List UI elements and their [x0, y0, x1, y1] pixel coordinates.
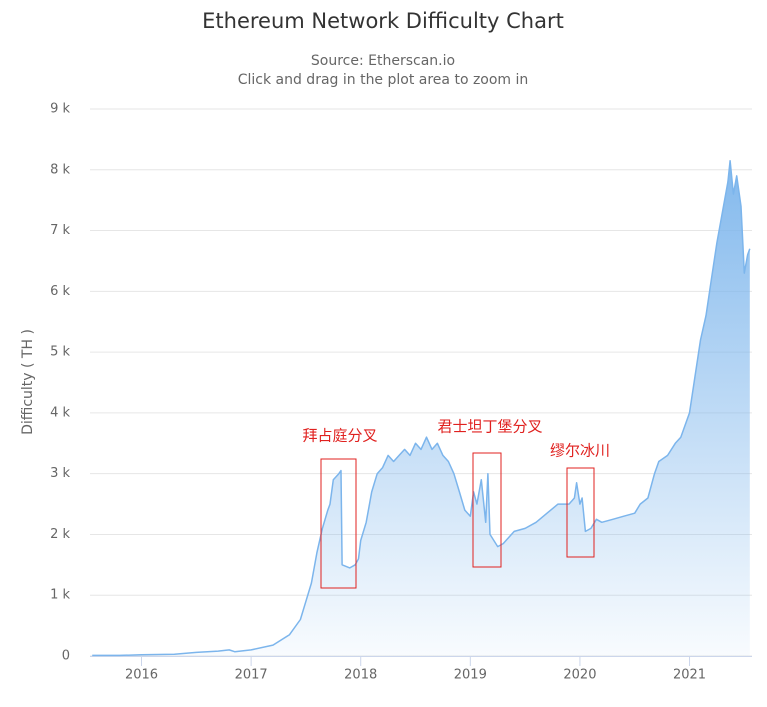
- annotation-label: 君士坦丁堡分叉: [437, 418, 542, 436]
- x-tick-label: 2018: [344, 668, 377, 683]
- y-tick-label: 8 k: [50, 162, 70, 177]
- annotation-box: [472, 452, 502, 568]
- y-tick-label: 4 k: [50, 405, 70, 420]
- annotation-box: [566, 467, 595, 558]
- y-tick-label: 7 k: [50, 223, 70, 238]
- subtitle: Click and drag in the plot area to zoom …: [238, 72, 529, 88]
- subtitle: Source: Etherscan.io: [311, 53, 455, 69]
- y-tick-label: 0: [62, 649, 70, 664]
- x-tick-label: 2021: [673, 668, 706, 683]
- y-tick-label: 1 k: [50, 588, 70, 603]
- y-axis-title: Difficulty ( TH ): [20, 329, 36, 435]
- annotation-label: 缪尔冰川: [550, 442, 610, 460]
- area-fill: [92, 160, 750, 656]
- annotation-box: [320, 458, 357, 589]
- x-tick-label: 2020: [563, 668, 596, 683]
- x-tick-label: 2019: [454, 668, 487, 683]
- y-tick-label: 6 k: [50, 284, 70, 299]
- chart-title: Ethereum Network Difficulty Chart: [202, 9, 564, 33]
- y-tick-label: 9 k: [50, 102, 70, 117]
- annotation-label: 拜占庭分叉: [302, 427, 377, 445]
- y-tick-label: 5 k: [50, 345, 70, 360]
- y-tick-label: 3 k: [50, 466, 70, 481]
- y-tick-label: 2 k: [50, 527, 70, 542]
- x-tick-label: 2016: [125, 668, 158, 683]
- x-tick-label: 2017: [235, 668, 268, 683]
- area-line: [92, 159, 751, 657]
